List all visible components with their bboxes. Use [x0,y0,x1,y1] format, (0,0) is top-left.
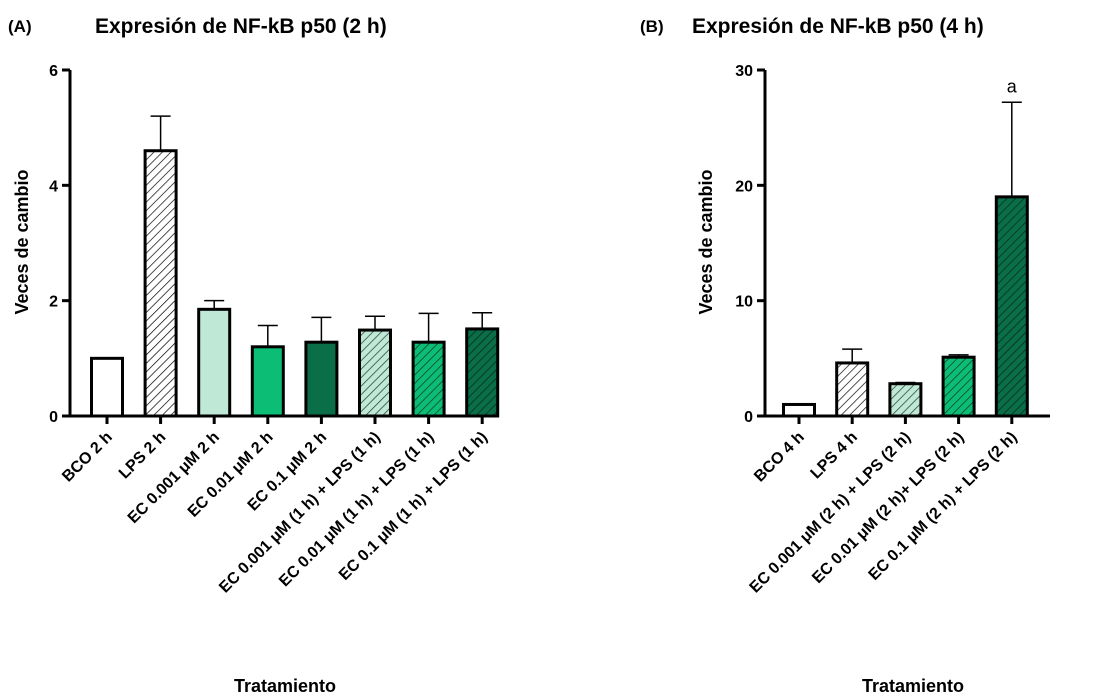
bar [358,328,392,418]
y-axis-title-a: Veces de cambio [12,169,32,314]
y-tick-label: 6 [49,63,58,80]
bar [411,340,446,418]
y-tick-label: 4 [49,178,58,195]
category-label: EC 0.001 μM 2 h [125,429,223,527]
category-label: BCO 4 h [751,429,808,486]
bar [90,356,124,418]
y-axis-title-b: Veces de cambio [696,169,716,314]
y-tick-label: 30 [735,63,753,80]
category-label: LPS 2 h [116,429,170,483]
significance-label: a [1007,76,1018,96]
y-tick-label: 2 [49,294,58,311]
y-tick-label: 10 [735,294,753,311]
chart-title-a: Expresión de NF-kB p50 (2 h) [95,15,387,38]
x-axis-title-a: Tratamiento [234,676,336,696]
y-tick-label: 20 [735,178,753,195]
x-axis-title-b: Tratamiento [862,676,964,696]
chart-title-b: Expresión de NF-kB p50 (4 h) [692,15,984,38]
category-label: LPS 4 h [808,429,862,483]
panel-label-a: (A) [8,17,32,36]
bar [250,345,285,418]
bar [835,361,870,418]
y-tick-label: 0 [49,409,58,426]
bar [143,149,178,418]
bar [304,340,339,418]
bar [994,195,1029,418]
category-label: BCO 2 h [59,429,116,486]
bar [941,355,976,418]
panel-label-b: (B) [640,17,664,36]
bar [197,307,232,418]
bar [782,402,816,418]
bar [888,382,923,418]
chart-panel-b: (B) Expresión de NF-kB p50 (4 h) Veces d… [640,15,1050,696]
bar [465,327,500,418]
y-tick-label: 0 [744,409,753,426]
chart-panel-a: (A) Expresión de NF-kB p50 (2 h) Veces d… [8,15,500,696]
